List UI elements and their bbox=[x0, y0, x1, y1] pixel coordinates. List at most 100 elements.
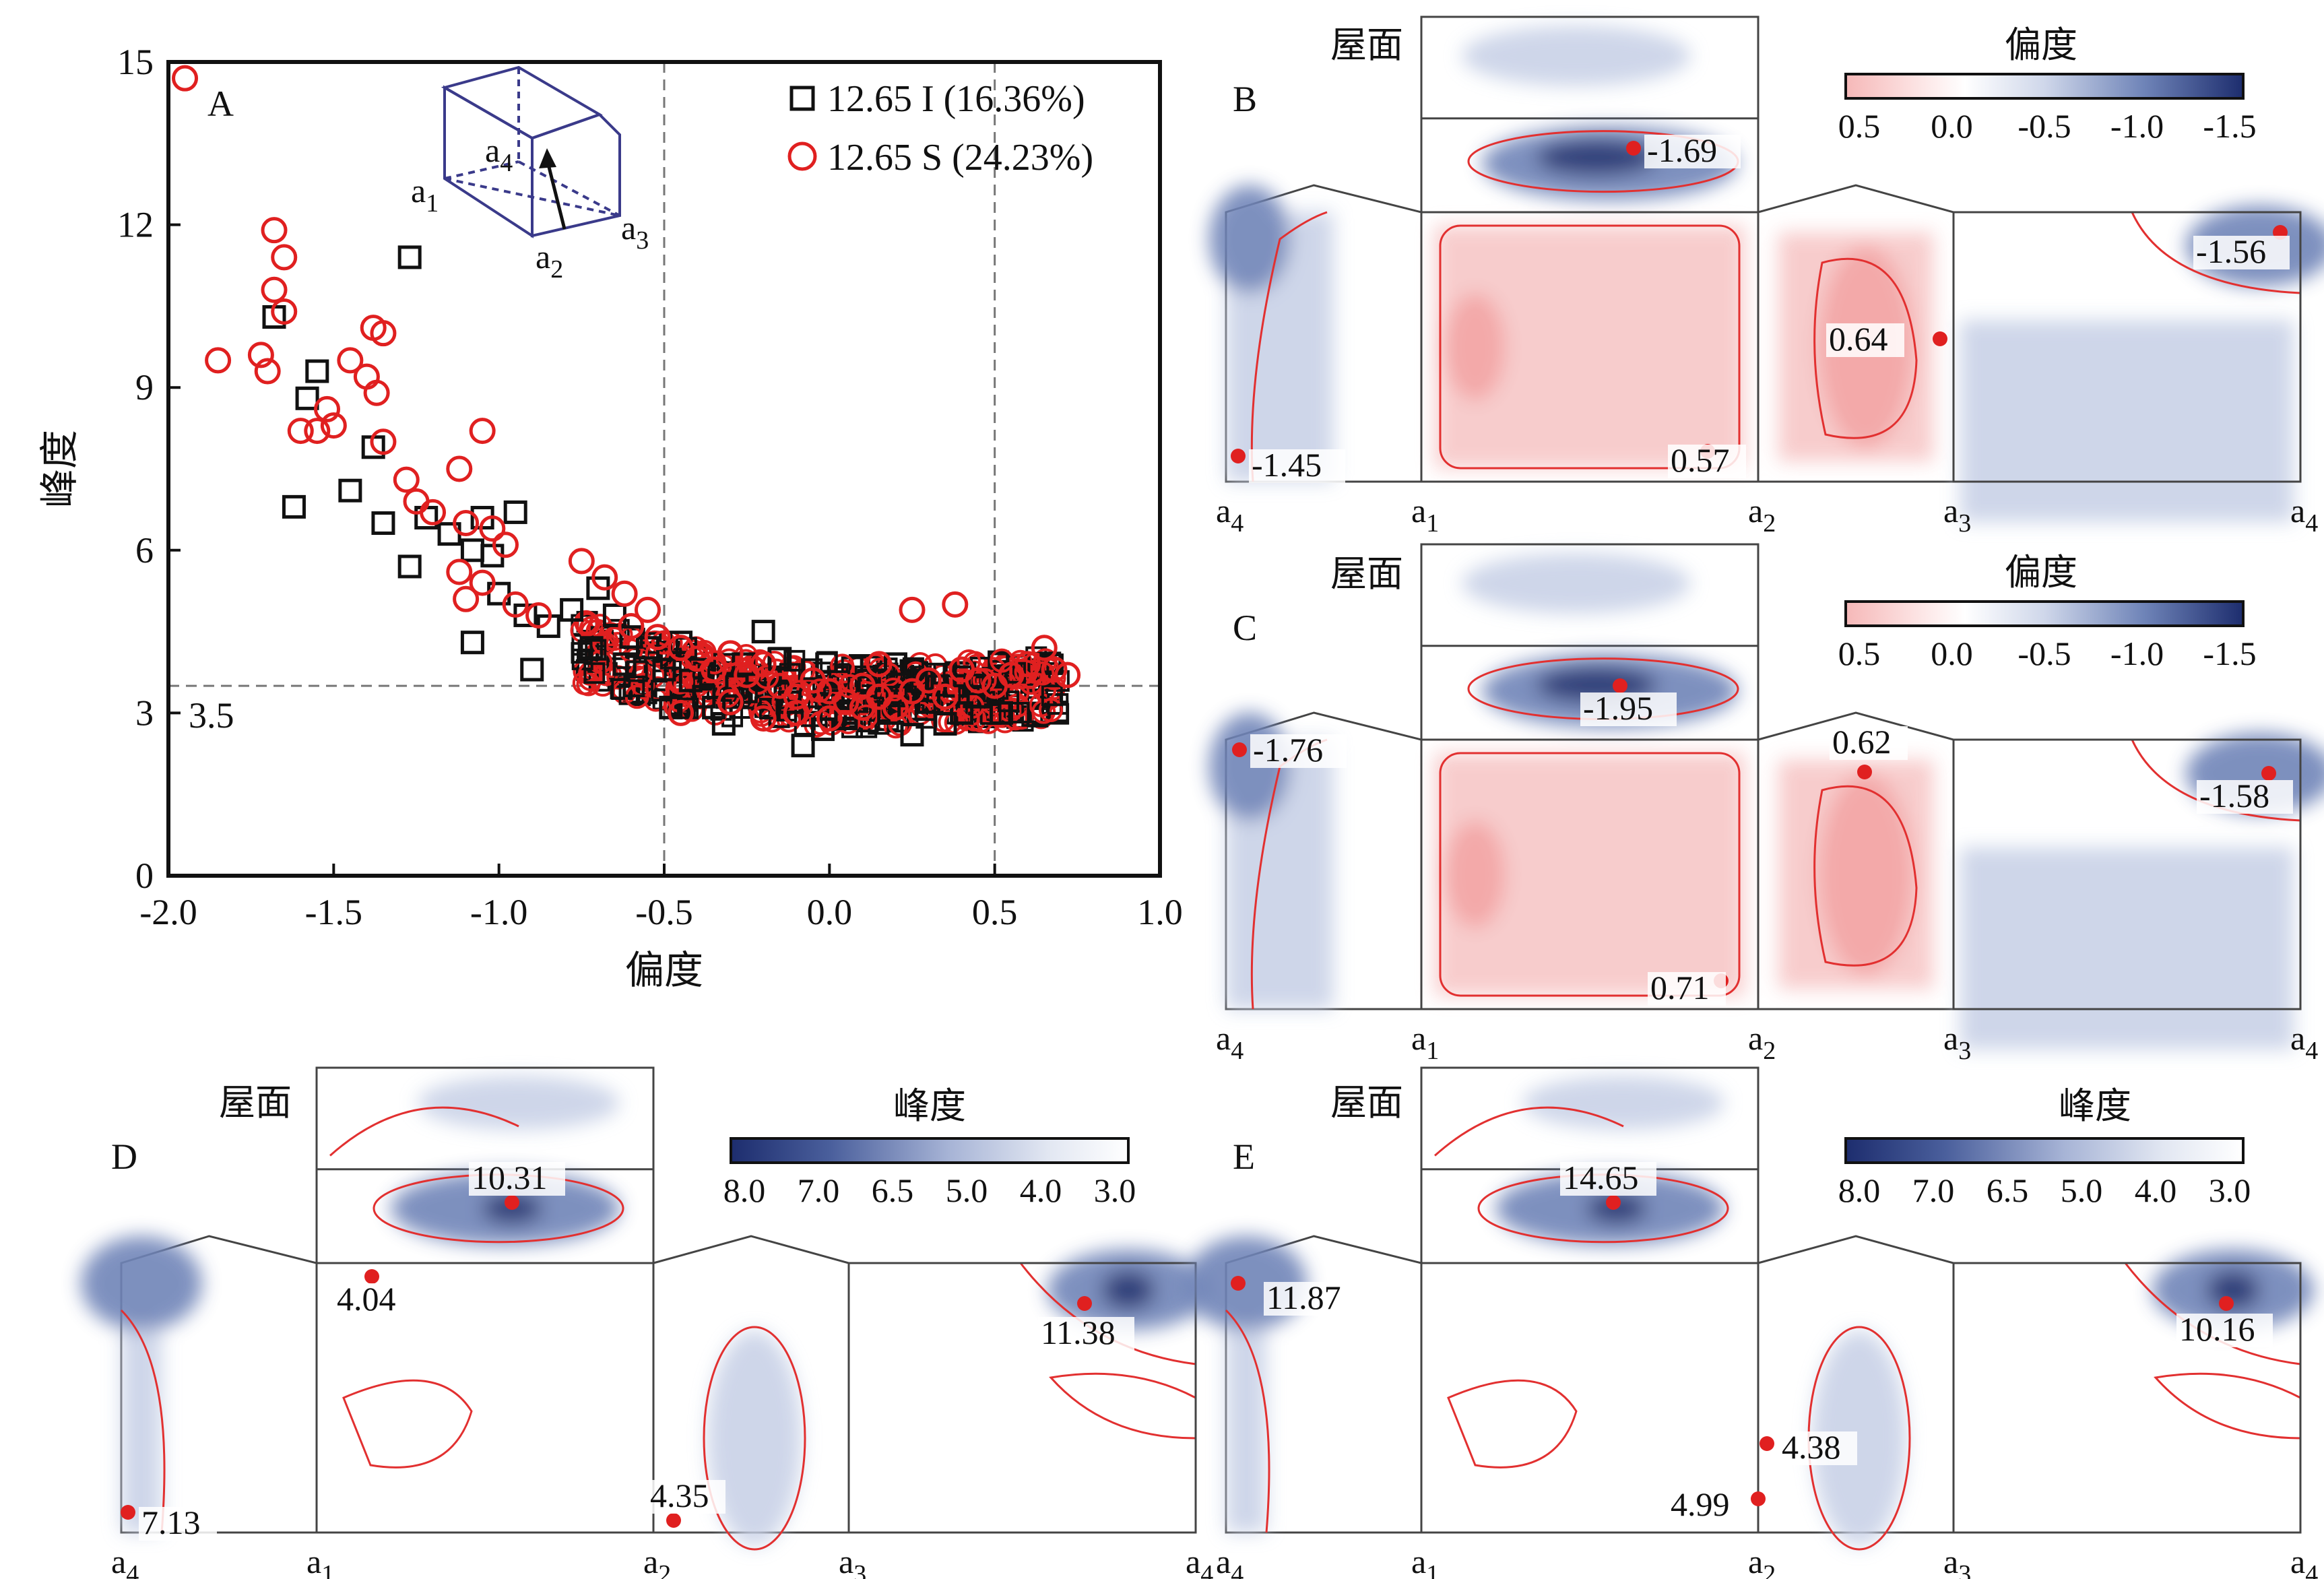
contour bbox=[342, 1379, 473, 1469]
contour bbox=[1439, 224, 1741, 470]
scatter-point-i bbox=[579, 636, 604, 660]
roof-label: 屋面 bbox=[219, 1081, 292, 1124]
extreme-value-label: 7.13 bbox=[141, 1504, 201, 1541]
colorbar-title: 峰度 bbox=[2059, 1085, 2131, 1127]
y-tick-label: 9 bbox=[135, 367, 154, 408]
contour bbox=[1813, 257, 1918, 439]
scatter-point-i bbox=[652, 657, 676, 682]
scatter-point-s bbox=[453, 585, 480, 612]
scatter-point-s bbox=[783, 683, 810, 710]
roof-border bbox=[1420, 15, 1760, 214]
colorbar-tick-label: 0.5 bbox=[1838, 635, 1881, 672]
scatter-point-s bbox=[525, 602, 552, 629]
scatter-point-i bbox=[460, 538, 484, 562]
negative-region bbox=[1960, 320, 2294, 522]
scatter-point-s bbox=[370, 320, 397, 347]
scatter-point-s bbox=[393, 466, 420, 493]
annotation-background bbox=[2197, 780, 2293, 814]
colorbar-tick-label: -1.0 bbox=[2110, 635, 2164, 672]
corner-label-a2: a2 bbox=[1748, 1543, 1776, 1579]
corner-label-a3: a3 bbox=[1943, 1543, 1971, 1579]
scatter-point-i bbox=[989, 701, 1013, 725]
inset-label-a1: a1 bbox=[411, 172, 439, 218]
colorbar-tick-label: -1.0 bbox=[2110, 107, 2164, 145]
colorbar-tick-label: 0.5 bbox=[1838, 107, 1881, 145]
scatter-point-s bbox=[618, 613, 645, 640]
y-tick-label: 15 bbox=[117, 42, 154, 82]
kurtosis-region bbox=[707, 1330, 802, 1546]
scatter-point-s bbox=[651, 630, 676, 655]
scatter-point-s bbox=[172, 65, 199, 92]
inset-label-a3: a3 bbox=[621, 209, 649, 255]
extreme-value-dot bbox=[2261, 766, 2276, 781]
scatter-point-s bbox=[479, 515, 506, 542]
annotation-background bbox=[334, 1283, 412, 1317]
scatter-point-s bbox=[453, 510, 480, 537]
scatter-point-s bbox=[271, 244, 298, 271]
annotation-background bbox=[1249, 449, 1345, 483]
building-inset-icon bbox=[441, 65, 621, 238]
scatter-point-s bbox=[833, 688, 860, 715]
colorbar bbox=[730, 1137, 1130, 1164]
wall-border bbox=[847, 1262, 1197, 1534]
legend-item-1: 12.65 I (16.36%) bbox=[827, 78, 1085, 120]
scatter-point-i bbox=[950, 701, 974, 725]
colorbar-tick-label: 3.0 bbox=[1094, 1171, 1136, 1209]
kurtosis-peak bbox=[1101, 1270, 1155, 1310]
scatter-point-s bbox=[611, 580, 638, 607]
corner-label-a4: a4 bbox=[2290, 1543, 2318, 1579]
annotation-background bbox=[1779, 1431, 1857, 1465]
scatter-point-s bbox=[717, 640, 744, 667]
wall-border bbox=[1952, 211, 2302, 483]
scatter-point-i bbox=[371, 511, 395, 536]
scatter-point-s bbox=[247, 342, 274, 368]
colorbar-tick-label: 4.0 bbox=[1020, 1171, 1062, 1209]
colorbar-tick-label: 3.0 bbox=[2209, 1171, 2251, 1209]
x-tick-label: -2.0 bbox=[139, 892, 197, 932]
panel-b: a4 a1 a2 a3 a4 -1.69 -1.45 0.57 0.64 -1.56 bbox=[1209, 15, 2324, 538]
scatter-point-i bbox=[583, 662, 606, 684]
scatter-point-i bbox=[883, 652, 907, 676]
panel-e: a4 a1 a2 a3 a4 14.65 11.87 4.99 4.38 10.16 bbox=[1186, 1066, 2318, 1579]
panel-letter: C bbox=[1233, 608, 1257, 648]
contour bbox=[120, 1309, 166, 1533]
scatter-point-i bbox=[612, 652, 637, 676]
scatter-points bbox=[172, 65, 1081, 758]
legend-circle-icon bbox=[787, 141, 817, 171]
annotation-background bbox=[1560, 1162, 1656, 1196]
colorbar-tick-label: 0.0 bbox=[1931, 107, 1973, 145]
extreme-value-label: 14.65 bbox=[1563, 1159, 1639, 1196]
extreme-value-dot bbox=[2219, 1296, 2234, 1311]
extreme-value-label: 10.16 bbox=[2179, 1310, 2255, 1348]
colorbar-title: 偏度 bbox=[2005, 551, 2077, 593]
scatter-point-i bbox=[900, 723, 924, 747]
extreme-value-dot bbox=[505, 1195, 519, 1210]
scatter-point-i bbox=[626, 660, 648, 682]
colorbar bbox=[1844, 1137, 2245, 1164]
colorbar-tick-label: 6.5 bbox=[872, 1171, 914, 1209]
contour bbox=[1439, 752, 1741, 997]
scatter-point-i bbox=[801, 658, 823, 680]
corner-label-a2: a2 bbox=[1748, 492, 1776, 538]
roof-label: 屋面 bbox=[1330, 552, 1403, 595]
scatter-point-i bbox=[1041, 684, 1063, 707]
scatter-point-s bbox=[899, 596, 926, 623]
scatter-point-i bbox=[295, 386, 319, 410]
roof-negative bbox=[1462, 26, 1691, 86]
corner-label-a3: a3 bbox=[1943, 492, 1971, 538]
colorbar bbox=[1844, 73, 2245, 100]
colorbar-tick-label: 5.0 bbox=[946, 1171, 988, 1209]
panel-a: A -2.0 -1.5 -1.0 -0.5 0.0 0.5 1.0 0 3 6 9 12 15 偏度 峰… bbox=[36, 42, 1183, 993]
extreme-value-dot bbox=[1626, 141, 1641, 156]
colorbar-title: 峰度 bbox=[893, 1085, 966, 1127]
corner-label-a4: a4 bbox=[111, 1543, 139, 1579]
scatter-point-s bbox=[568, 548, 595, 575]
scatter-point-s bbox=[576, 612, 601, 637]
roof-label: 屋面 bbox=[1330, 24, 1403, 66]
extreme-value-label: 4.35 bbox=[650, 1477, 709, 1514]
extreme-value-label: 4.38 bbox=[1782, 1428, 1841, 1466]
extreme-value-label: 0.64 bbox=[1829, 320, 1888, 358]
scatter-point-i bbox=[397, 245, 422, 269]
scatter-point-s bbox=[1041, 656, 1068, 683]
colorbar-title: 偏度 bbox=[2005, 24, 2077, 66]
